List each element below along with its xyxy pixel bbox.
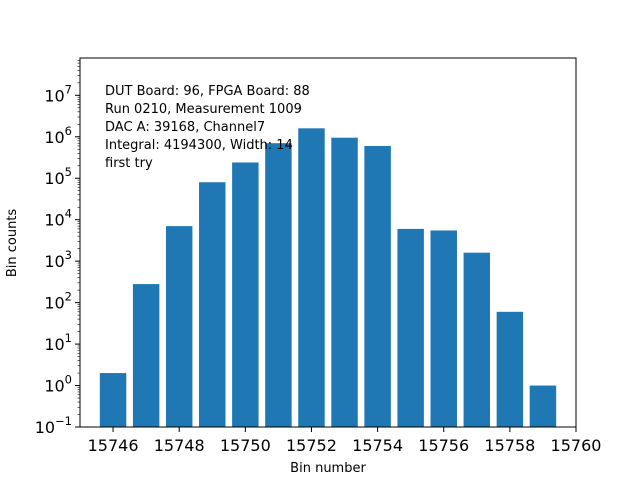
y-tick-label: 101 [44,331,72,354]
y-axis-label: Bin counts [5,209,20,278]
bar-15751 [265,143,292,427]
y-axis: 10−1 100 101 102 103 104 105 106 107 [35,59,80,437]
bar-15747 [132,284,160,427]
annotation-line: Integral: 4194300, Width: 14 [105,138,293,153]
bar-15752 [298,128,325,427]
bar-15748 [165,226,193,427]
y-tick-label: 105 [44,165,72,188]
bar-15753 [331,137,358,427]
x-tick-label: 15748 [154,436,205,455]
bar-15758 [496,311,524,427]
y-tick-label: 100 [44,373,72,396]
x-tick-label: 15750 [220,436,271,455]
y-tick-label: 10−1 [35,414,72,437]
annotation-line: DAC A: 39168, Channel7 [105,120,265,135]
plot-background [80,58,576,427]
annotation-line: DUT Board: 96, FPGA Board: 88 [105,84,310,99]
bar-15750 [232,162,259,427]
annotation-block: DUT Board: 96, FPGA Board: 88 Run 0210, … [105,84,310,171]
x-axis-label: Bin number [290,461,366,476]
y-tick-label: 102 [44,290,72,313]
bars-group [99,128,557,427]
x-tick-label: 15746 [88,436,139,455]
annotation-line: Run 0210, Measurement 1009 [105,102,302,117]
x-axis: 15746 15748 15750 15752 15754 15756 15758 15760 [88,427,602,455]
bar-15755 [397,228,424,427]
bar-15757 [463,252,491,427]
y-tick-label: 103 [44,248,72,271]
y-tick-label: 106 [44,124,72,147]
bar-15754 [364,145,391,427]
bar-15759 [529,385,557,427]
annotation-line: first try [105,156,153,171]
bar-15756 [430,230,457,427]
y-tick-label: 104 [44,207,72,230]
x-tick-label: 15756 [418,436,469,455]
x-tick-label: 15752 [286,436,337,455]
x-tick-label: 15760 [551,436,602,455]
bar-15746 [99,373,127,427]
bar-15749 [199,182,226,427]
plot-frame [79,57,577,428]
x-tick-label: 15754 [352,436,403,455]
y-tick-label: 107 [44,82,72,105]
x-tick-label: 15758 [484,436,535,455]
